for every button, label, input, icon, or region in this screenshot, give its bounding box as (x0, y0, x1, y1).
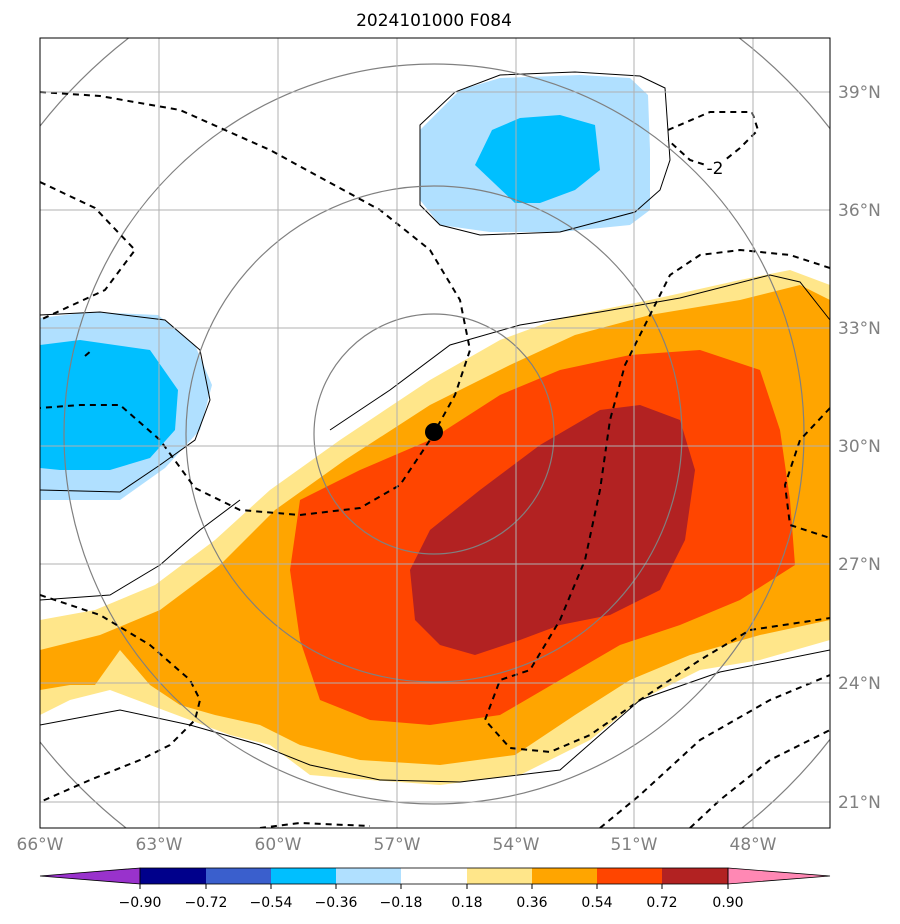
lat-label-33: 33°N (838, 319, 881, 339)
colorbar-tick-label: 0.54 (581, 895, 612, 911)
colorbar-outline (139, 867, 729, 885)
colorbar-tick-label: −0.36 (315, 895, 358, 911)
lat-label-30: 30°N (838, 437, 881, 457)
colorbar: −0.90 −0.72 −0.54 −0.36 −0.18 0.18 0.36 … (39, 867, 831, 911)
lon-label-60: 60°W (255, 835, 302, 855)
colorbar-tick-label: −0.54 (250, 895, 293, 911)
colorbar-bin-2 (206, 868, 271, 884)
colorbar-bin-6 (467, 868, 532, 884)
dashed-contour-small (84, 349, 93, 357)
colorbar-under-arrow (39, 867, 141, 885)
dashed-contour-bottom (259, 821, 371, 828)
contour-fill-neg-0-36-north (475, 115, 600, 203)
colorbar-bin-5 (401, 868, 467, 884)
colorbar-tick-labels: −0.90 −0.72 −0.54 −0.36 −0.18 0.18 0.36 … (119, 895, 744, 911)
contour-fill-0-72-to-0-90 (410, 405, 695, 655)
colorbar-tick-label: 0.36 (516, 895, 547, 911)
thin-contour-lines (40, 71, 830, 783)
contour-line-west (40, 311, 211, 493)
colorbar-tick-label: 0.90 (712, 895, 743, 911)
dashed-contour-southeast-a (599, 674, 830, 828)
colorbar-bin-1 (140, 868, 206, 884)
colorbar-bin-4 (336, 868, 401, 884)
lat-label-27: 27°N (838, 555, 881, 575)
latitude-labels: 39°N 36°N 33°N 30°N 27°N 24°N 21°N (838, 83, 881, 813)
graticule (40, 38, 830, 828)
dashed-contour-east (483, 248, 830, 754)
colorbar-bin-9 (662, 868, 728, 884)
range-ring-middle (185, 185, 683, 683)
contour-line-positive-south (40, 499, 241, 601)
range-ring-inner (313, 313, 555, 555)
lat-label-24: 24°N (838, 674, 881, 694)
filled-contours (40, 75, 830, 785)
lon-label-54: 54°W (493, 835, 540, 855)
lon-label-66: 66°W (17, 835, 64, 855)
lat-label-36: 36°N (838, 201, 881, 221)
map-title: 2024101000 F084 (356, 11, 512, 31)
lat-label-39: 39°N (838, 83, 881, 103)
colorbar-bin-3 (271, 868, 336, 884)
contour-label-background (704, 156, 726, 178)
dashed-contour-west (40, 181, 137, 321)
contour-line-south (40, 649, 830, 783)
colorbar-bin-8 (597, 868, 662, 884)
lat-label-21: 21°N (838, 793, 881, 813)
contour-label: -2 (707, 159, 724, 179)
contour-line-positive-north (329, 274, 830, 431)
colorbar-over-arrow (727, 867, 831, 885)
colorbar-bin-7 (532, 868, 597, 884)
dashed-contour-southwest (40, 594, 202, 803)
dashed-contours (40, 91, 830, 828)
colorbar-tick-label: 0.72 (646, 895, 677, 911)
contour-fill-neg-0-36-west (40, 340, 178, 470)
dashed-contour-far-east (783, 407, 830, 539)
colorbar-tick-label: 0.18 (451, 895, 482, 911)
lon-label-51: 51°W (611, 835, 658, 855)
longitude-labels: 66°W 63°W 60°W 57°W 54°W 51°W 48°W (17, 835, 777, 855)
range-ring-outer (63, 63, 805, 805)
colorbar-tick-label: −0.18 (380, 895, 423, 911)
colorbar-tick-label: −0.72 (185, 895, 228, 911)
contour-line-north (419, 71, 671, 236)
map-frame (39, 37, 831, 829)
colorbar-ticks (139, 884, 729, 889)
storm-center-dot (425, 423, 443, 441)
colorbar-tick-label: −0.90 (119, 895, 162, 911)
lon-label-63: 63°W (136, 835, 183, 855)
lon-label-57: 57°W (374, 835, 421, 855)
lon-label-48: 48°W (730, 835, 777, 855)
